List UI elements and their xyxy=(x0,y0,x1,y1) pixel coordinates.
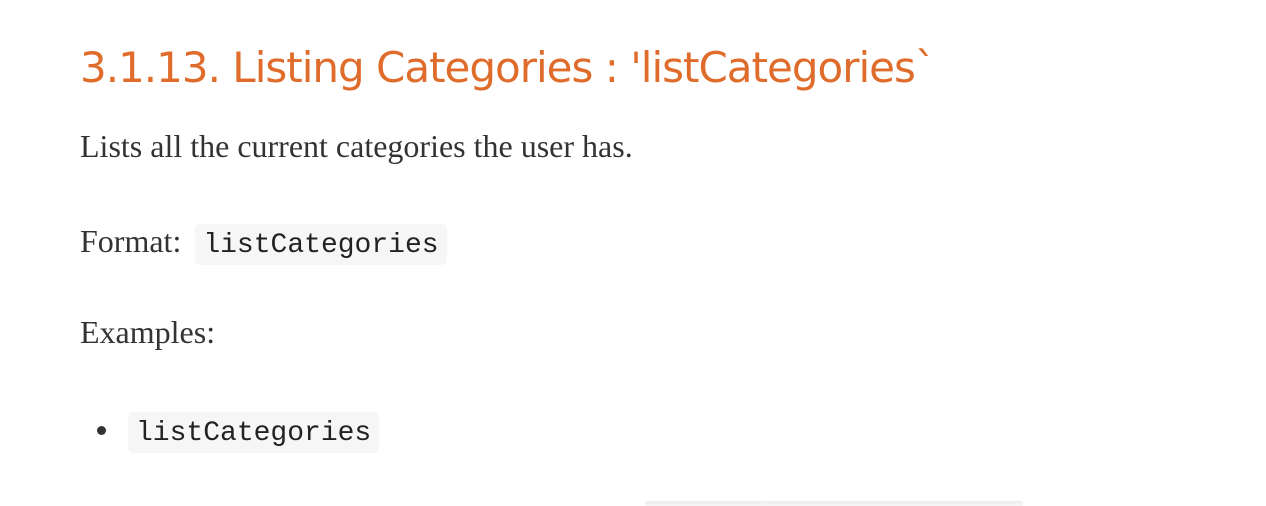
section-description: Lists all the current categories the use… xyxy=(80,128,633,164)
next-block-edge xyxy=(645,501,1023,506)
format-label: Format: xyxy=(80,223,182,259)
format-line: Format: listCategories xyxy=(80,221,447,266)
examples-label: Examples: xyxy=(80,314,216,350)
examples-list: listCategories xyxy=(80,408,380,455)
format-code: listCategories xyxy=(195,224,447,265)
example-code: listCategories xyxy=(128,412,380,453)
list-item: listCategories xyxy=(80,408,380,455)
section-heading: 3.1.13. Listing Categories : 'listCatego… xyxy=(80,43,936,92)
bullet-icon xyxy=(97,426,106,435)
